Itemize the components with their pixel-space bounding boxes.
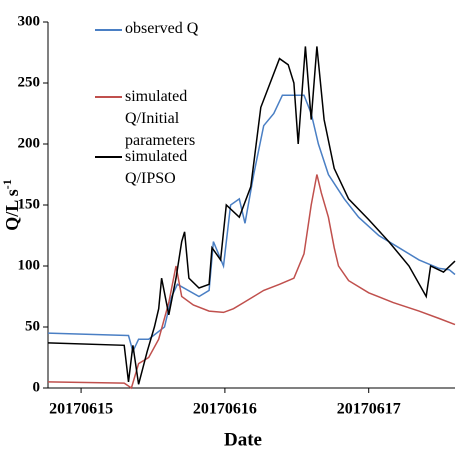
legend-label: observed Q bbox=[125, 20, 199, 37]
y-tick-label: 250 bbox=[18, 74, 41, 90]
series-line bbox=[47, 46, 456, 385]
legend-label: simulated Q/Initial parameters bbox=[125, 88, 196, 149]
y-tick-label: 300 bbox=[18, 13, 41, 29]
y-axis-label-superscript: -1 bbox=[0, 179, 14, 189]
legend-label: simulated Q/IPSO bbox=[125, 148, 188, 187]
x-axis-label: Date bbox=[224, 429, 262, 450]
y-axis-label-text: Q/L s bbox=[2, 189, 22, 231]
y-tick-label: 50 bbox=[25, 318, 40, 334]
y-tick-label: 150 bbox=[18, 196, 41, 212]
series-line bbox=[47, 94, 456, 354]
y-tick-label: 200 bbox=[18, 135, 41, 151]
y-axis-label: Q/L s-1 bbox=[0, 179, 22, 231]
y-tick-label: 0 bbox=[33, 379, 41, 395]
x-tick-label: 20170615 bbox=[49, 401, 113, 418]
y-tick-label: 100 bbox=[18, 257, 41, 273]
x-tick-label: 20170616 bbox=[193, 401, 257, 418]
x-tick-label: 20170617 bbox=[337, 401, 401, 418]
series-line bbox=[47, 174, 456, 390]
